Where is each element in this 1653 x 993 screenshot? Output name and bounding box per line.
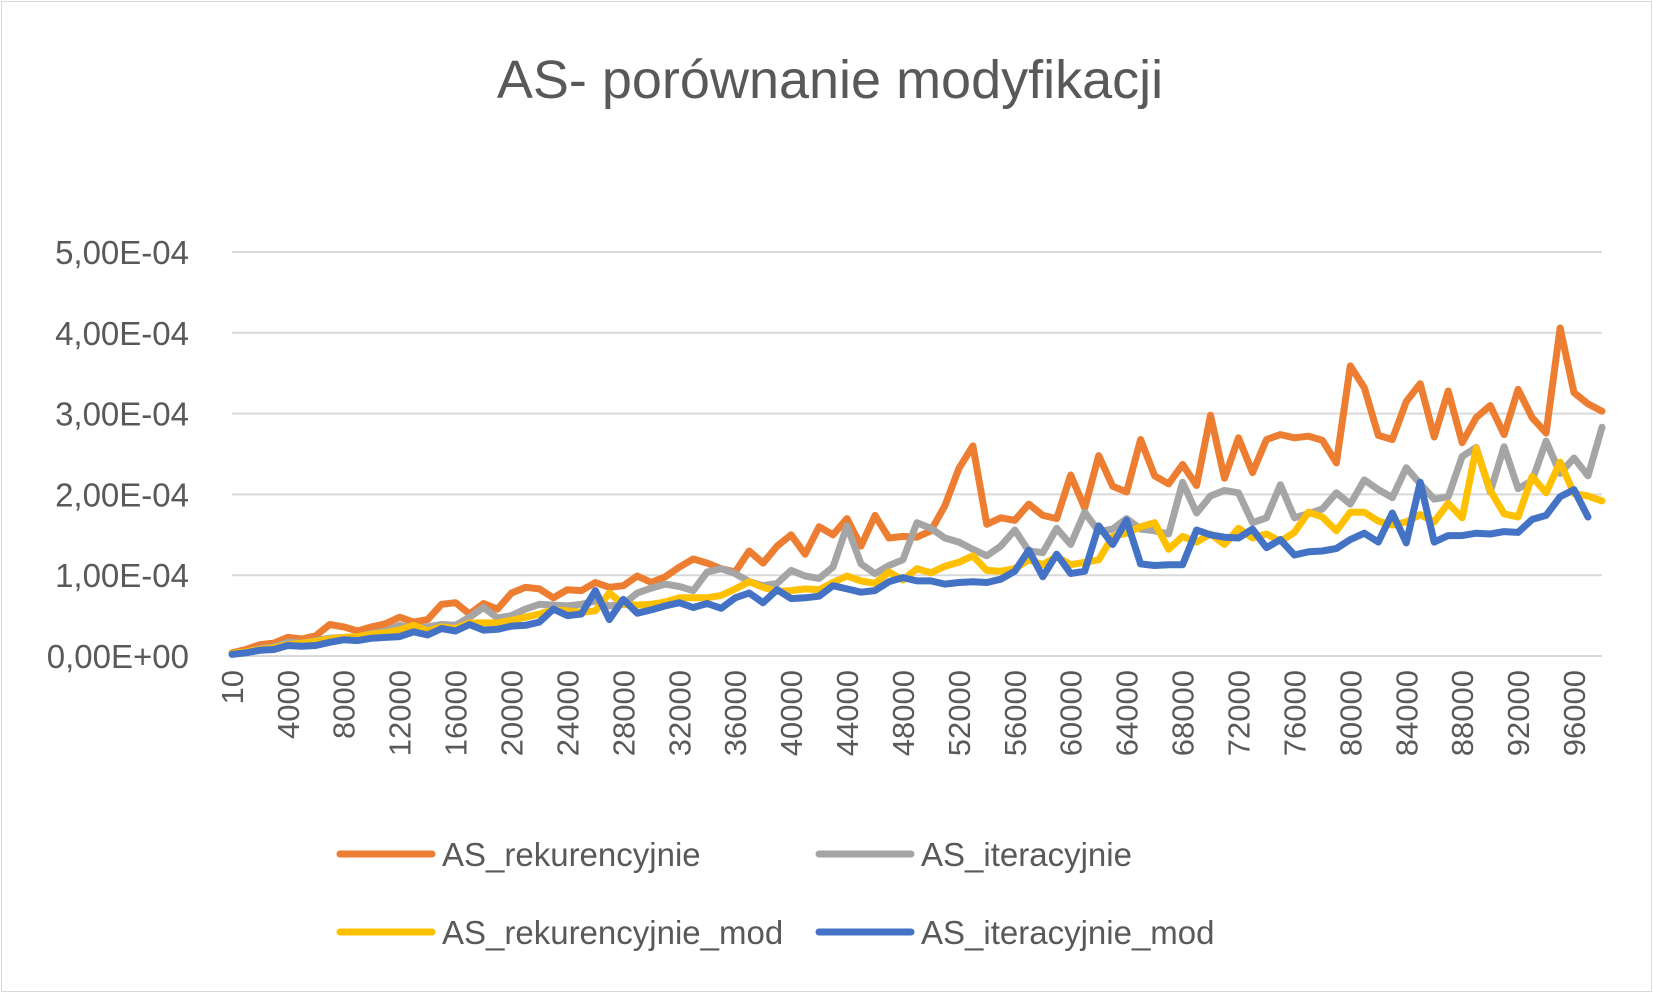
legend-label: AS_iteracyjnie bbox=[921, 836, 1132, 873]
x-tick-label: 56000 bbox=[998, 670, 1033, 756]
x-tick-label: 64000 bbox=[1110, 670, 1145, 756]
x-tick-label: 16000 bbox=[439, 670, 474, 756]
x-tick-label: 20000 bbox=[494, 670, 529, 756]
x-tick-label: 88000 bbox=[1445, 670, 1480, 756]
x-tick-label: 40000 bbox=[774, 670, 809, 756]
x-tick-label: 68000 bbox=[1166, 670, 1201, 756]
y-axis-tick-labels: 0,00E+00 1,00E-04 2,00E-04 3,00E-04 4,00E-04… bbox=[47, 234, 189, 675]
y-tick-label: 1,00E-04 bbox=[55, 557, 189, 594]
x-tick-label: 80000 bbox=[1333, 670, 1368, 756]
legend: AS_rekurencyjnie AS_iteracyjnie AS_rekuren… bbox=[336, 836, 1215, 951]
series-line-as-iteracyjnie bbox=[228, 423, 1606, 658]
x-tick-label: 76000 bbox=[1277, 670, 1312, 756]
x-tick-label: 44000 bbox=[830, 670, 865, 756]
series-lines bbox=[228, 324, 1606, 658]
gridlines bbox=[232, 251, 1602, 657]
x-tick-label: 48000 bbox=[886, 670, 921, 756]
x-tick-label: 36000 bbox=[718, 670, 753, 756]
y-tick-label: 0,00E+00 bbox=[47, 638, 189, 675]
x-tick-label: 12000 bbox=[383, 670, 418, 756]
legend-label: AS_iteracyjnie_mod bbox=[921, 914, 1215, 951]
x-tick-label: 24000 bbox=[550, 670, 585, 756]
chart-title: AS- porównanie modyfikacji bbox=[497, 50, 1163, 110]
legend-label: AS_rekurencyjnie bbox=[442, 836, 701, 873]
x-tick-label: 84000 bbox=[1389, 670, 1424, 756]
series-line-as-rekurencyjnie bbox=[228, 324, 1606, 657]
x-tick-label: 10 bbox=[215, 670, 250, 704]
x-tick-label: 32000 bbox=[662, 670, 697, 756]
x-tick-label: 52000 bbox=[942, 670, 977, 756]
x-tick-label: 4000 bbox=[271, 670, 306, 739]
x-axis-tick-labels: 10 4000 8000 12000 16000 20000 24000 28000 32000… bbox=[215, 670, 1592, 756]
x-tick-label: 60000 bbox=[1054, 670, 1089, 756]
legend-label: AS_rekurencyjnie_mod bbox=[442, 914, 783, 951]
y-tick-label: 3,00E-04 bbox=[55, 396, 189, 433]
x-tick-label: 92000 bbox=[1501, 670, 1536, 756]
series-line-as-iteracyjnie-mod bbox=[228, 478, 1592, 658]
y-tick-label: 4,00E-04 bbox=[55, 315, 189, 352]
y-tick-label: 5,00E-04 bbox=[55, 234, 189, 271]
x-tick-label: 96000 bbox=[1557, 670, 1592, 756]
x-tick-label: 72000 bbox=[1221, 670, 1256, 756]
x-tick-label: 8000 bbox=[327, 670, 362, 739]
y-tick-label: 2,00E-04 bbox=[55, 476, 189, 513]
x-tick-label: 28000 bbox=[606, 670, 641, 756]
